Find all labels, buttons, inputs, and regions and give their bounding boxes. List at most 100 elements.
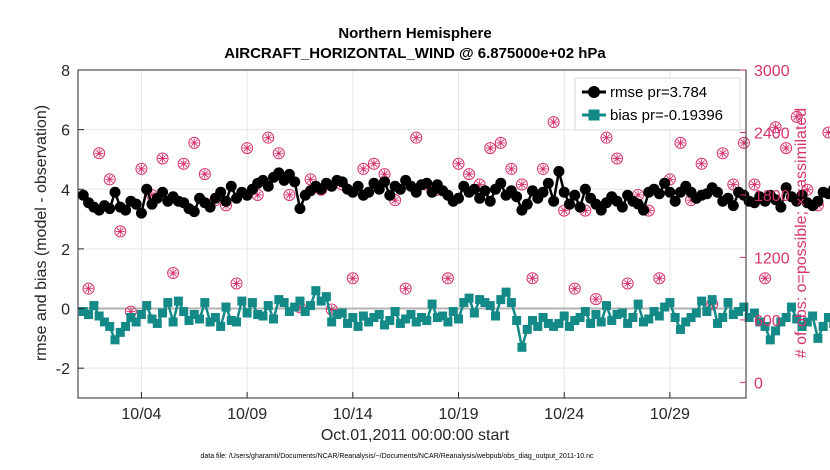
- bias-marker: [660, 302, 670, 312]
- obs-assimilated-marker: [538, 164, 548, 174]
- bias-marker: [475, 295, 485, 305]
- asterisk-shape: [781, 143, 791, 153]
- asterisk-shape: [136, 164, 146, 174]
- bias-marker: [321, 292, 331, 302]
- bias-marker: [406, 310, 416, 320]
- obs-assimilated-marker: [612, 154, 622, 164]
- obs-assimilated-marker: [591, 294, 601, 304]
- bias-marker: [242, 308, 252, 318]
- obs-assimilated-marker: [654, 273, 664, 283]
- rmse-marker: [659, 177, 671, 189]
- obs-possible-marker: [452, 157, 465, 170]
- bias-marker: [459, 298, 469, 308]
- asterisk-shape: [274, 148, 284, 158]
- obs-possible-marker: [177, 157, 190, 170]
- y-tick-label: 8: [61, 63, 70, 80]
- obs-assimilated-marker: [380, 169, 390, 179]
- bias-marker: [84, 310, 94, 320]
- bias-marker: [771, 326, 781, 336]
- bias-marker: [205, 317, 215, 327]
- bias-marker: [760, 321, 770, 331]
- asterisk-shape: [200, 169, 210, 179]
- asterisk-shape: [538, 164, 548, 174]
- bias-marker: [221, 302, 231, 312]
- obs-possible-marker: [262, 131, 275, 144]
- asterisk-shape: [147, 190, 157, 200]
- bias-marker: [586, 318, 596, 328]
- obs-possible-marker: [790, 110, 803, 123]
- x-tick-label: 10/09: [227, 406, 267, 423]
- obs-possible-marker: [114, 225, 127, 238]
- obs-possible-marker: [156, 152, 169, 165]
- obs-possible-marker: [357, 162, 370, 175]
- rmse-marker: [616, 201, 628, 213]
- obs-possible-marker: [515, 178, 528, 191]
- bias-marker: [263, 301, 273, 311]
- bias-marker: [179, 307, 189, 317]
- bias-marker: [675, 324, 685, 334]
- rmse-marker: [563, 198, 575, 210]
- asterisk-shape: [686, 195, 696, 205]
- asterisk-shape: [401, 284, 411, 294]
- asterisk-shape: [348, 273, 358, 283]
- asterisk-shape: [517, 180, 527, 190]
- x-tick-label: 10/29: [650, 406, 690, 423]
- asterisk-shape: [158, 154, 168, 164]
- rmse-marker: [384, 189, 396, 201]
- y2-tick-label: 0: [754, 375, 763, 392]
- obs-assimilated-marker: [549, 117, 559, 127]
- bias-marker: [422, 315, 432, 325]
- bias-marker: [110, 335, 120, 345]
- rmse-marker: [822, 188, 830, 200]
- rmse-marker: [188, 206, 200, 218]
- bias-marker: [105, 321, 115, 331]
- rmse-marker: [120, 204, 132, 216]
- bias-marker: [491, 311, 500, 321]
- obs-assimilated-marker: [105, 174, 115, 184]
- asterisk-shape: [411, 133, 421, 143]
- bias-marker: [786, 302, 796, 312]
- bias-marker: [469, 308, 479, 318]
- obs-assimilated-marker: [168, 268, 178, 278]
- chart-title: Northern Hemisphere: [338, 25, 491, 42]
- obs-possible-marker: [537, 162, 550, 175]
- bias-marker: [279, 298, 289, 308]
- bias-marker: [411, 317, 421, 327]
- obs-assimilated-marker: [147, 190, 157, 200]
- asterisk-shape: [94, 148, 104, 158]
- asterisk-shape: [380, 169, 390, 179]
- obs-assimilated-marker: [823, 127, 830, 137]
- bias-marker: [818, 321, 828, 331]
- obs-possible-marker: [367, 157, 380, 170]
- asterisk-shape: [189, 138, 199, 148]
- obs-assimilated-marker: [570, 284, 580, 294]
- x-tick-label: 10/04: [121, 406, 161, 423]
- obs-assimilated-marker: [464, 169, 474, 179]
- asterisk-shape: [718, 148, 728, 158]
- bias-marker: [115, 327, 125, 337]
- obs-possible-marker: [653, 272, 666, 285]
- y-tick-label: 0: [61, 302, 70, 319]
- bias-marker: [543, 318, 553, 328]
- obs-assimilated-marker: [295, 302, 305, 312]
- asterisk-shape: [485, 143, 495, 153]
- asterisk-shape: [263, 133, 273, 143]
- bias-marker: [184, 315, 194, 325]
- obs-possible-marker: [674, 136, 687, 149]
- obs-assimilated-marker: [781, 143, 791, 153]
- bias-marker: [380, 320, 390, 330]
- rmse-marker: [289, 176, 301, 188]
- asterisk-shape: [115, 226, 125, 236]
- x-axis-label: Oct.01,2011 00:00:00 start: [321, 427, 510, 444]
- obs-assimilated-marker: [348, 273, 358, 283]
- bias-marker: [200, 298, 210, 308]
- bias-marker: [401, 314, 411, 324]
- bias-marker: [808, 311, 818, 321]
- bias-marker: [813, 333, 823, 343]
- bias-marker: [448, 307, 458, 317]
- bias-marker: [506, 298, 516, 308]
- rmse-marker: [141, 183, 153, 195]
- rmse-marker: [653, 188, 665, 200]
- obs-assimilated-marker: [601, 133, 611, 143]
- obs-assimilated-marker: [327, 304, 337, 314]
